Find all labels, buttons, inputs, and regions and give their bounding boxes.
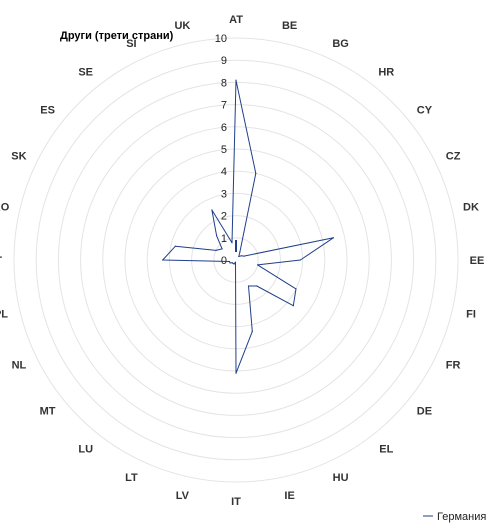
category-label-fi: FI bbox=[466, 309, 476, 321]
data-point-si bbox=[211, 209, 213, 211]
category-label-pt: PT bbox=[0, 255, 2, 267]
category-label-lv: LV bbox=[176, 490, 190, 502]
tick-label-6: 6 bbox=[221, 122, 227, 134]
data-point-es bbox=[221, 248, 223, 250]
data-point-de bbox=[292, 305, 294, 307]
tick-label-10: 10 bbox=[215, 33, 227, 45]
category-label-lu: LU bbox=[78, 443, 93, 455]
data-point-cy bbox=[240, 255, 242, 257]
category-label-ee: EE bbox=[470, 255, 485, 267]
category-label-fr: FR bbox=[446, 360, 461, 372]
data-point-uk bbox=[231, 242, 233, 244]
category-label-dk: DK bbox=[463, 201, 479, 213]
category-label-uk: UK bbox=[174, 20, 190, 32]
data-point-el bbox=[256, 285, 258, 287]
data-point-ro bbox=[174, 245, 176, 247]
category-label-ie: IE bbox=[284, 490, 294, 502]
category-label-de: DE bbox=[417, 405, 432, 417]
category-labels: AT BE BG HR CY CZ DK EE FI FR DE EL HU IE IT LV LT LU MT NL… bbox=[0, 14, 484, 508]
data-point-mt bbox=[231, 262, 234, 264]
tick-label-7: 7 bbox=[221, 100, 227, 112]
category-label-si: SI bbox=[126, 38, 136, 50]
grid-ring-9 bbox=[35, 59, 437, 461]
category-label-sk: SK bbox=[11, 150, 26, 162]
category-label-lt: LT bbox=[125, 472, 138, 484]
data-point-cz bbox=[243, 255, 245, 257]
grid-ring-7 bbox=[80, 104, 392, 416]
category-label-cz: CZ bbox=[446, 150, 461, 162]
tick-label-2: 2 bbox=[221, 211, 227, 223]
legend-label: Германия bbox=[437, 511, 486, 523]
grid-ring-8 bbox=[57, 81, 415, 439]
category-label-se: SE bbox=[78, 67, 93, 79]
data-point-fr bbox=[295, 288, 297, 290]
category-label-bg: BG bbox=[332, 38, 349, 50]
grid-ring-6 bbox=[102, 126, 370, 394]
category-label-mt: MT bbox=[40, 405, 56, 417]
data-point-ie bbox=[251, 330, 253, 332]
data-point-ee bbox=[299, 259, 301, 261]
category-label-nl: NL bbox=[12, 360, 27, 372]
data-point-pl bbox=[228, 260, 231, 263]
data-point-hu bbox=[247, 285, 250, 287]
data-point-pt bbox=[162, 259, 164, 261]
data-point-be bbox=[255, 172, 257, 174]
tick-label-4: 4 bbox=[221, 166, 227, 178]
tick-label-9: 9 bbox=[221, 55, 227, 67]
data-point-lv bbox=[234, 261, 237, 263]
category-label-at: AT bbox=[229, 14, 243, 26]
data-point-dk bbox=[332, 237, 334, 239]
data-point-hr bbox=[238, 255, 240, 258]
category-label-hr: HR bbox=[378, 67, 394, 79]
data-point-lt bbox=[233, 263, 235, 265]
category-label-hu: HU bbox=[333, 472, 349, 484]
data-point-it bbox=[235, 372, 237, 374]
category-label-it: IT bbox=[231, 496, 241, 508]
tick-label-5: 5 bbox=[221, 144, 227, 156]
category-label-es: ES bbox=[40, 105, 55, 117]
data-point-sk bbox=[215, 249, 217, 251]
data-point-bg bbox=[239, 251, 241, 253]
tick-label-3: 3 bbox=[221, 188, 227, 200]
category-label-cy: CY bbox=[417, 105, 433, 117]
series-layer bbox=[162, 79, 334, 374]
category-label-be: BE bbox=[282, 20, 297, 32]
radar-grid bbox=[13, 37, 459, 483]
data-point-se bbox=[216, 235, 218, 237]
category-label-ro: RO bbox=[0, 201, 10, 213]
data-point-fi bbox=[257, 264, 259, 266]
tick-label-8: 8 bbox=[221, 77, 227, 89]
grid-ring-10 bbox=[13, 37, 459, 483]
data-point-at bbox=[235, 79, 237, 81]
tick-label-1: 1 bbox=[221, 233, 227, 245]
data-point-nl bbox=[229, 262, 231, 264]
chart-title: Други (трети страни) bbox=[60, 30, 174, 42]
series-line-0 bbox=[162, 79, 334, 374]
category-label-el: EL bbox=[379, 443, 393, 455]
legend: Германия bbox=[423, 511, 486, 523]
category-label-pl: PL bbox=[0, 309, 8, 321]
